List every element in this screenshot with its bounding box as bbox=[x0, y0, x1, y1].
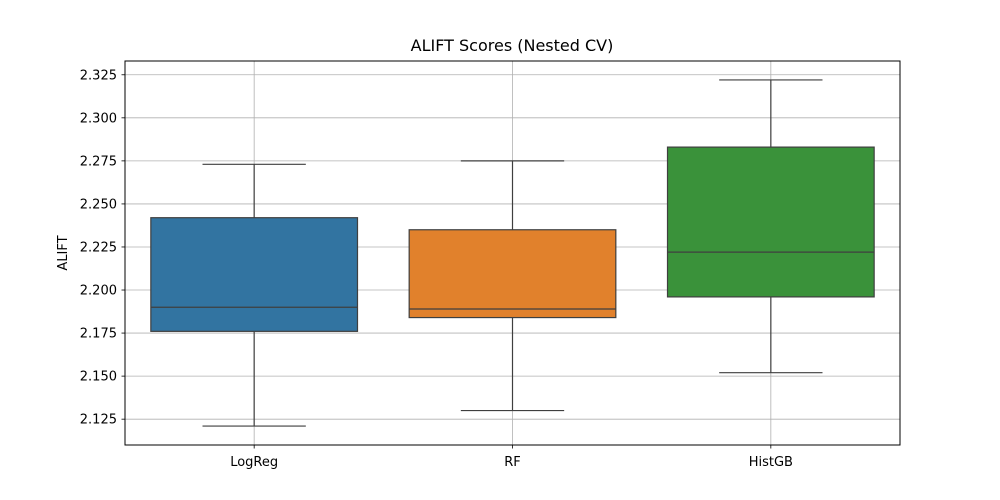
y-axis-label: ALIFT bbox=[56, 235, 71, 270]
y-tick-label: 2.175 bbox=[80, 327, 117, 342]
y-tick-label: 2.250 bbox=[80, 197, 117, 212]
y-tick-label: 2.150 bbox=[80, 370, 117, 385]
box-layer bbox=[150, 79, 875, 427]
axis-layer: 2.125 2.150 2.175 2.200 2.225 2.250 2.275 2.300… bbox=[80, 60, 901, 470]
chart-title: ALIFT Scores (Nested CV) bbox=[411, 36, 614, 55]
box-histgb bbox=[666, 79, 875, 374]
y-tick-label: 2.225 bbox=[80, 240, 117, 255]
plot-frame bbox=[124, 60, 901, 446]
iqr-box bbox=[150, 217, 359, 332]
y-tick-label: 2.125 bbox=[80, 413, 117, 428]
x-tick-label: LogReg bbox=[230, 455, 278, 470]
y-tick-label: 2.300 bbox=[80, 111, 117, 126]
iqr-box bbox=[408, 229, 617, 319]
box-logreg bbox=[150, 163, 359, 427]
iqr-box bbox=[666, 146, 875, 298]
y-tick-label: 2.200 bbox=[80, 284, 117, 299]
box-rf bbox=[408, 160, 617, 412]
y-tick-label: 2.275 bbox=[80, 154, 117, 169]
x-tick-label: RF bbox=[504, 455, 521, 470]
y-tick-label: 2.325 bbox=[80, 68, 117, 83]
x-tick-label: HistGB bbox=[749, 455, 793, 470]
